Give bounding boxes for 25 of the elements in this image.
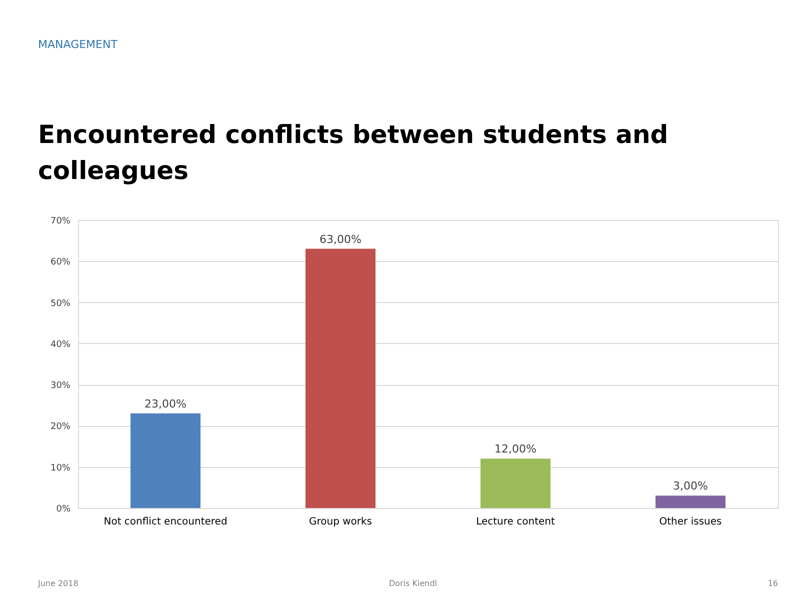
- y-tick-label: 30%: [50, 381, 71, 392]
- x-tick-label: Not conflict encountered: [104, 516, 228, 528]
- bar: [130, 413, 200, 508]
- y-tick-label: 50%: [50, 298, 71, 309]
- y-tick-label: 70%: [50, 216, 71, 226]
- x-tick-label: Group works: [308, 516, 372, 528]
- x-tick-label: Lecture content: [476, 516, 555, 528]
- bar: [656, 496, 726, 508]
- x-tick-label: Other issues: [659, 516, 722, 528]
- y-tick-label: 20%: [50, 422, 71, 432]
- data-label: 12,00%: [494, 442, 536, 456]
- y-tick-label: 40%: [50, 340, 71, 350]
- y-tick-label: 0%: [56, 504, 71, 514]
- chart-title: Encountered conflicts between students and colleagues: [38, 120, 668, 185]
- text: 16: [768, 579, 778, 588]
- data-label: 3,00%: [673, 480, 708, 493]
- y-tick-label: 10%: [50, 463, 71, 474]
- text: Doris Kiendl: [388, 579, 438, 588]
- data-label: 23,00%: [144, 397, 186, 410]
- y-tick-label: 60%: [50, 258, 71, 268]
- data-label: 63,00%: [320, 232, 362, 246]
- bar: [480, 458, 550, 508]
- text: MANAGEMENT: [38, 38, 118, 51]
- bar: [306, 248, 376, 508]
- text: June 2018: [37, 579, 78, 588]
